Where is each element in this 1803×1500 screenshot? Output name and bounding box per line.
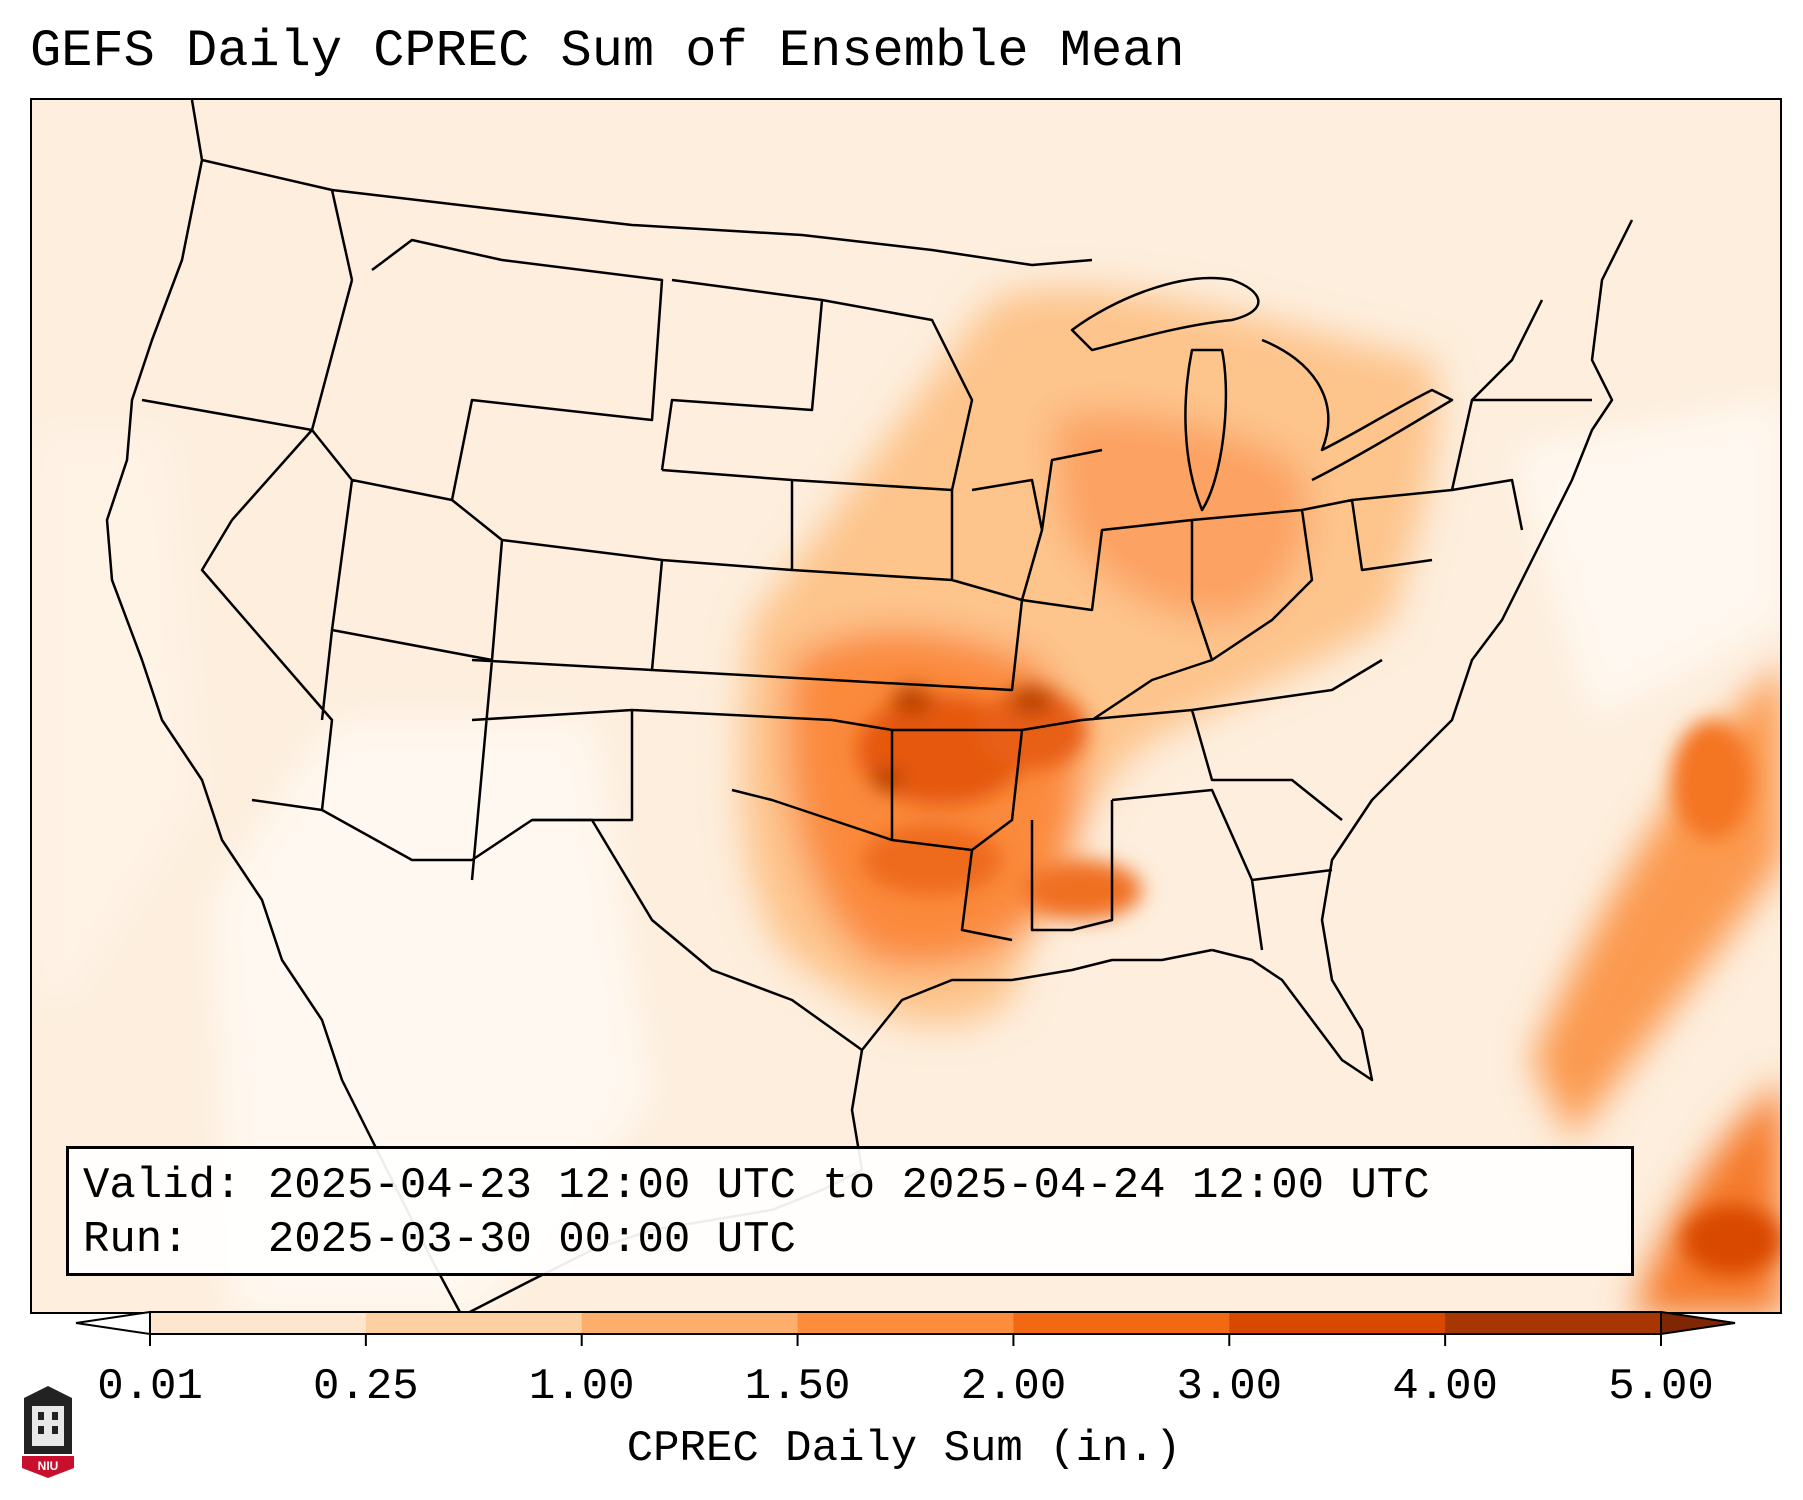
colorbar-over-arrow (1660, 1310, 1736, 1336)
east-coastline (1211, 219, 1634, 1082)
colorbar-segments (150, 1312, 1662, 1334)
colorbar-tick-label: 1.50 (744, 1362, 851, 1412)
lake-huron-erie (1261, 338, 1454, 482)
colorbar-segment (1013, 1312, 1230, 1334)
colorbar (75, 1310, 1736, 1346)
colorbar-tick-label: 4.00 (1392, 1362, 1498, 1412)
gulf-coastline (850, 948, 1213, 1171)
lake-michigan (1184, 348, 1228, 512)
niu-logo: NIU (22, 1386, 74, 1478)
logo-tower-icon (32, 1406, 64, 1446)
precip-field (32, 100, 1780, 1312)
state-lines (141, 189, 1592, 951)
colorbar-tick-label: 3.00 (1176, 1362, 1283, 1412)
canada-border (201, 158, 1093, 267)
map-canvas (32, 100, 1780, 1312)
colorbar-label: CPREC Daily Sum (in.) (626, 1424, 1182, 1474)
precipitation-map (30, 98, 1782, 1314)
lake-superior (1070, 276, 1260, 352)
logo-text: NIU (38, 1459, 59, 1473)
colorbar-segment (365, 1312, 583, 1334)
colorbar-segment (797, 1312, 1014, 1334)
colorbar-tick-label: 5.00 (1608, 1362, 1714, 1412)
run-time-line: Run: 2025-03-30 00:00 UTC (83, 1215, 796, 1265)
colorbar-segment (1445, 1312, 1662, 1334)
colorbar-segment (581, 1312, 799, 1334)
logo-banner (22, 1456, 74, 1478)
colorbar-tick-label: 1.00 (528, 1362, 635, 1412)
valid-time-line: Valid: 2025-04-23 12:00 UTC to 2025-04-2… (83, 1161, 1430, 1211)
map-title: GEFS Daily CPREC Sum of Ensemble Mean (30, 22, 1185, 81)
colorbar-tick-label: 0.01 (97, 1362, 203, 1412)
colorbar-tick-label: 2.00 (960, 1362, 1067, 1412)
run-info-box: Valid: 2025-04-23 12:00 UTC to 2025-04-2… (66, 1146, 1634, 1276)
colorbar-under-arrow (75, 1310, 151, 1336)
colorbar-ticks (149, 1334, 1662, 1346)
colorbar-segment (1229, 1312, 1446, 1334)
colorbar-segment (150, 1312, 367, 1334)
colorbar-outline (149, 1311, 1662, 1335)
west-coastline (105, 100, 462, 1312)
colorbar-tick-label: 0.25 (313, 1362, 419, 1412)
